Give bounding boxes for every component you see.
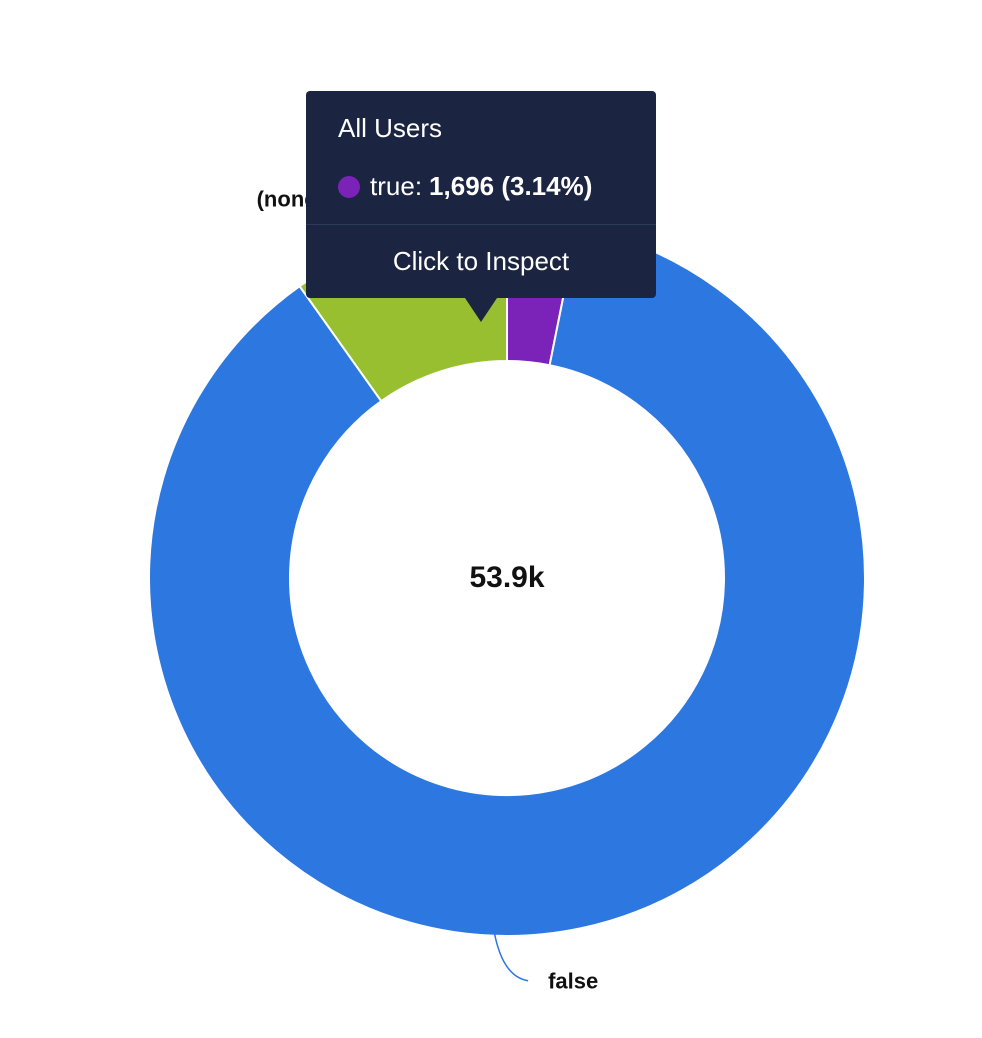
leader-line-false	[492, 925, 529, 982]
tooltip[interactable]: All Users true: 1,696 (3.14%) Click to I…	[306, 91, 656, 322]
tooltip-series-row: true: 1,696 (3.14%)	[338, 171, 592, 202]
tooltip-pointer	[465, 298, 497, 322]
tooltip-series-label: true	[370, 171, 415, 201]
tooltip-value: 1,696 (3.14%)	[429, 171, 593, 201]
slice-label-false: false	[548, 969, 598, 994]
tooltip-title: All Users	[338, 113, 443, 143]
inspect-button[interactable]: Click to Inspect	[392, 246, 570, 276]
tooltip-colon: :	[414, 171, 423, 201]
series-color-dot-icon	[338, 175, 360, 198]
tooltip-divider	[306, 224, 656, 225]
center-total-label: 53.9k	[469, 561, 544, 594]
slice-false[interactable]	[148, 225, 866, 937]
